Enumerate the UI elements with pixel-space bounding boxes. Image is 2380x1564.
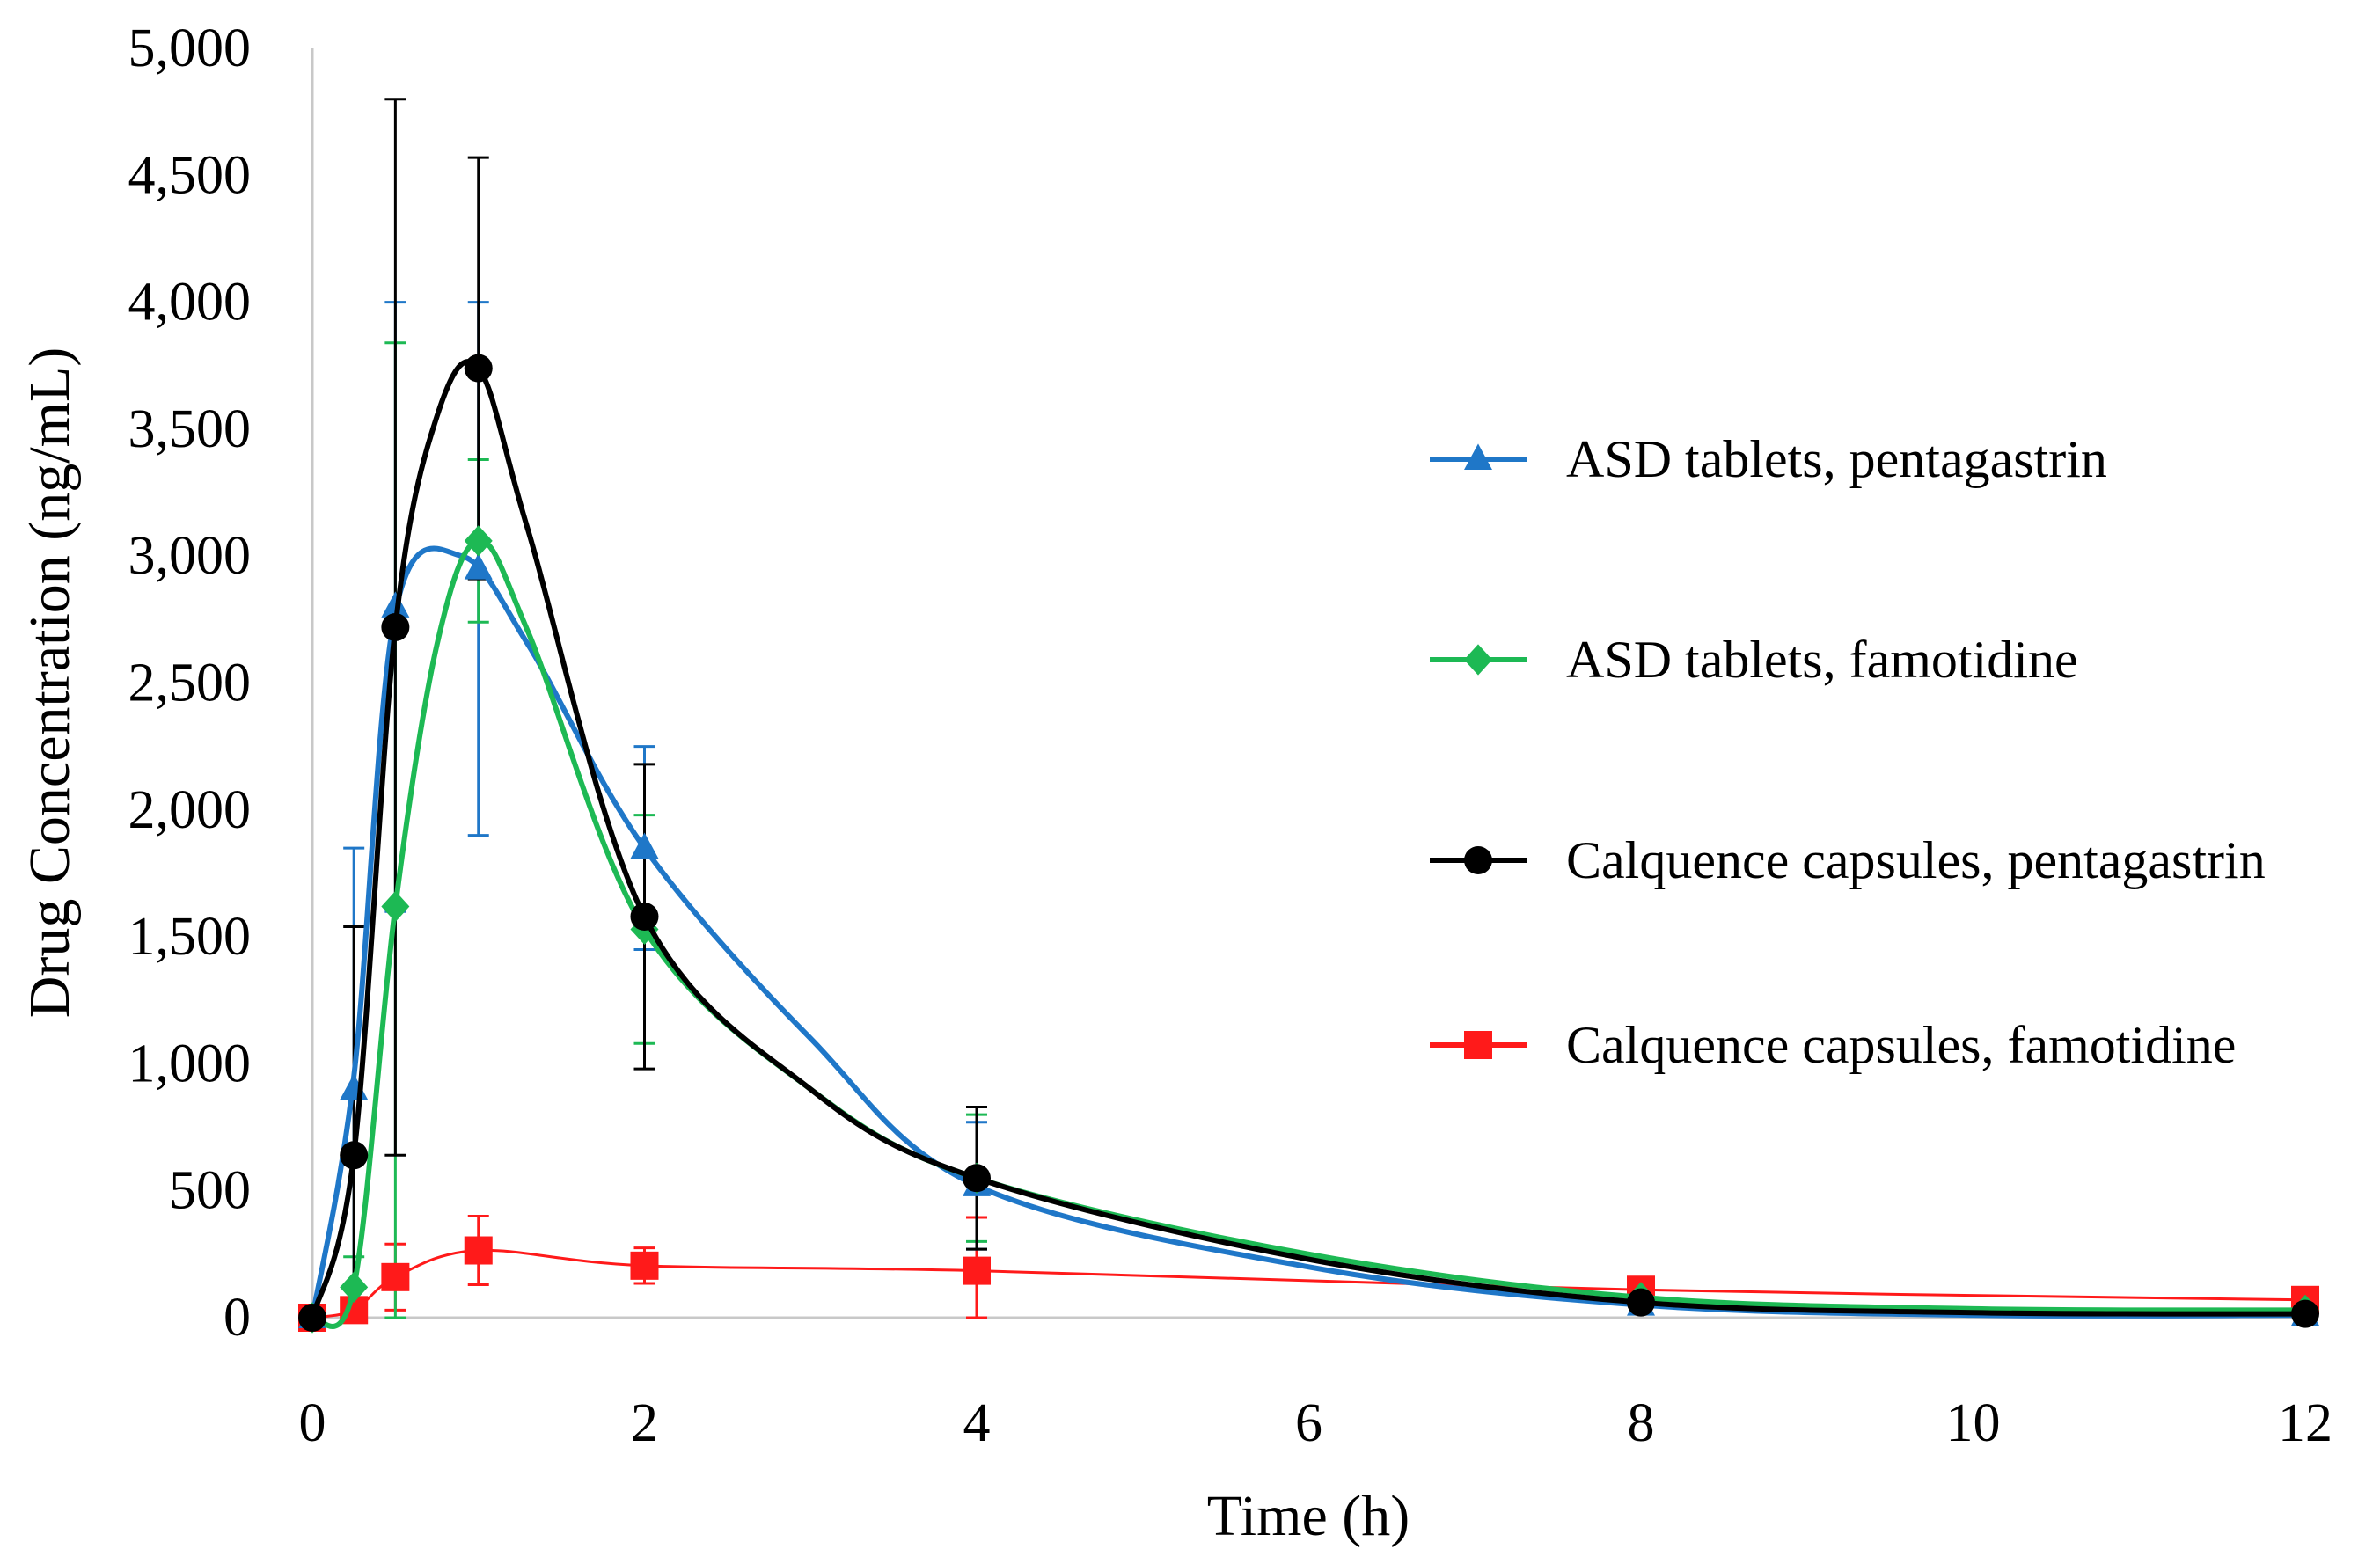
x-axis-title: Time (h) <box>1207 1484 1410 1548</box>
data-point <box>381 613 410 642</box>
x-tick-label: 4 <box>963 1393 991 1453</box>
series-layer <box>298 98 2319 1334</box>
legend-marker <box>1464 1031 1492 1059</box>
error-bars-2 <box>343 98 2316 1319</box>
data-point <box>2291 1299 2319 1328</box>
y-axis-title: Drug Concentration (ng/mL) <box>18 347 82 1018</box>
data-point <box>464 1236 493 1265</box>
y-tick-label: 1,500 <box>128 907 252 967</box>
axes: 0 500 1,000 1,500 2,000 2,500 3,000 3,500 4,000 4… <box>128 18 2333 1453</box>
legend-item: Calquence capsules, pentagastrin <box>1430 831 2266 889</box>
data-point <box>340 1141 369 1170</box>
y-tick-label: 3,000 <box>128 526 252 586</box>
data-point <box>464 553 493 580</box>
data-point <box>464 354 493 383</box>
legend-item: Calquence capsules, famotidine <box>1430 1016 2236 1074</box>
series-line <box>310 359 2306 1319</box>
y-tick-label: 4,500 <box>128 145 252 205</box>
x-tick-label: 10 <box>1946 1393 2001 1453</box>
x-tick-label: 0 <box>299 1393 326 1453</box>
x-tick-label: 6 <box>1295 1393 1322 1453</box>
data-point <box>963 1256 991 1285</box>
legend-marker <box>1464 846 1492 874</box>
data-point <box>630 1251 659 1280</box>
data-point <box>381 591 410 618</box>
y-tick-label: 2,000 <box>128 780 252 840</box>
legend-marker <box>1464 644 1492 676</box>
data-point <box>1627 1288 1655 1317</box>
data-point <box>340 1271 369 1303</box>
legend-label: Calquence capsules, pentagastrin <box>1566 831 2266 889</box>
y-tick-label: 0 <box>223 1288 251 1348</box>
legend-item: ASD tablets, famotidine <box>1430 631 2078 689</box>
legend-label: ASD tablets, pentagastrin <box>1566 430 2107 488</box>
x-tick-label: 12 <box>2278 1393 2332 1453</box>
legend-label: Calquence capsules, famotidine <box>1566 1016 2236 1074</box>
error-bars-1 <box>343 341 2316 1319</box>
legend-label: ASD tablets, famotidine <box>1566 631 2078 689</box>
x-tick-label: 2 <box>631 1393 658 1453</box>
legend-marker <box>1464 443 1492 470</box>
series-2 <box>298 354 2319 1332</box>
legend: ASD tablets, pentagastrin ASD tablets, fa… <box>1430 430 2266 1074</box>
y-tick-label: 1,000 <box>128 1034 252 1093</box>
y-tick-label: 3,500 <box>128 399 252 459</box>
data-point <box>630 903 659 932</box>
data-point <box>464 525 493 557</box>
data-point <box>630 832 659 859</box>
y-tick-label: 4,000 <box>128 273 252 333</box>
y-tick-label: 5,000 <box>128 18 252 78</box>
data-point <box>381 1262 410 1291</box>
y-tick-label: 2,500 <box>128 654 252 713</box>
data-point <box>381 890 410 923</box>
y-tick-label: 500 <box>169 1161 251 1221</box>
data-point <box>963 1164 991 1193</box>
legend-item: ASD tablets, pentagastrin <box>1430 430 2107 488</box>
data-point <box>298 1304 326 1332</box>
x-tick-label: 8 <box>1628 1393 1655 1453</box>
